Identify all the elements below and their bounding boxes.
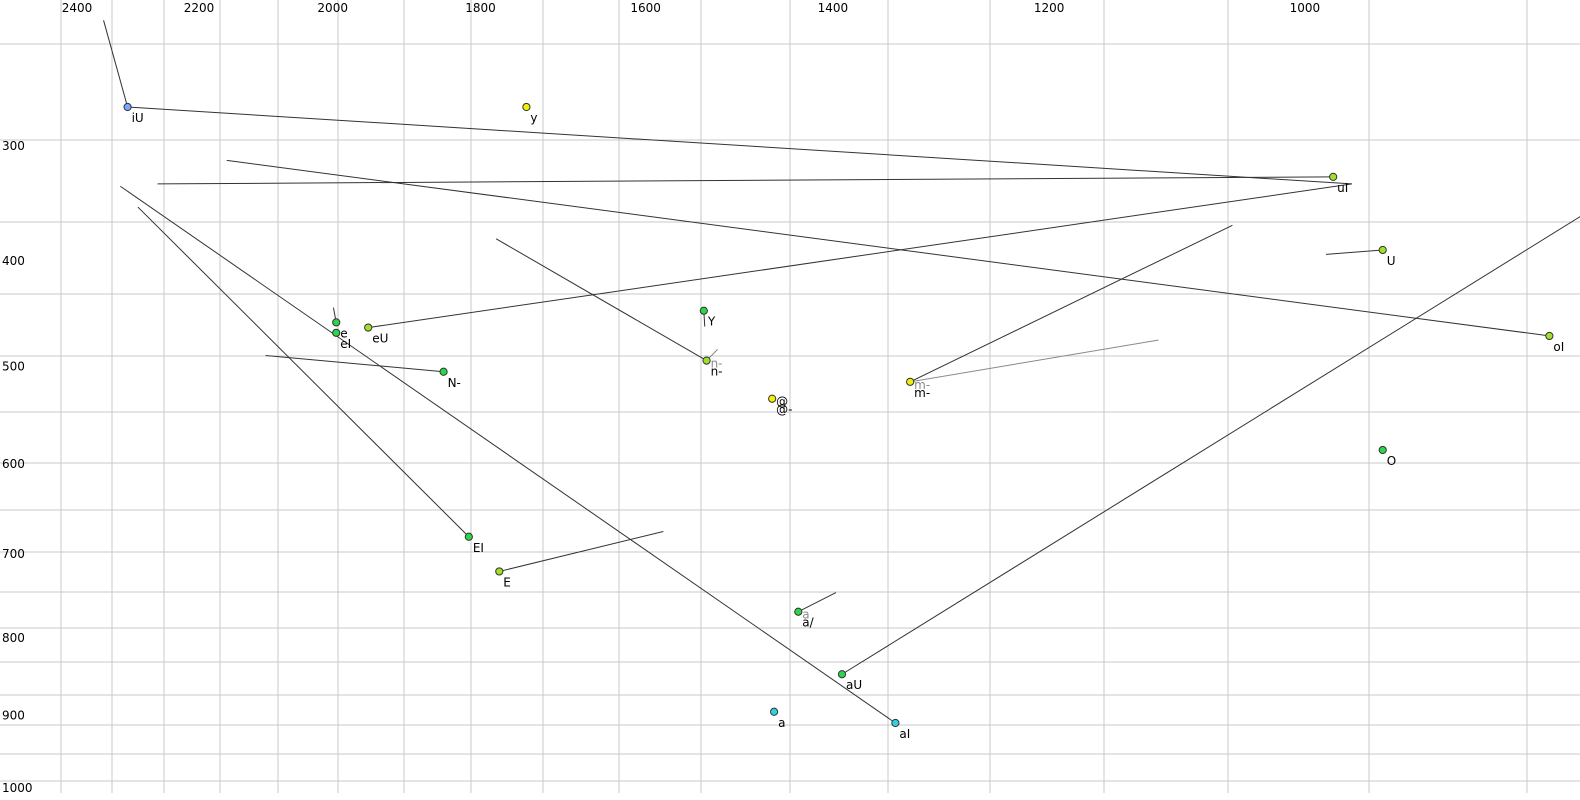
trajectory-a/ [798, 592, 837, 613]
y-tick-label: 900 [2, 709, 25, 723]
secondary-label: a [802, 608, 809, 622]
x-tick-label: 1800 [465, 1, 496, 15]
x-tick-label: 1000 [1290, 1, 1321, 15]
trajectory-U [1326, 249, 1383, 255]
point-Y [699, 306, 708, 315]
trajectory-m- [910, 339, 1159, 383]
trajectory-N- [265, 355, 444, 373]
point-uI [1329, 172, 1338, 181]
points [123, 102, 1554, 728]
point-N- [439, 367, 448, 376]
secondary-label: m- [914, 378, 930, 392]
y-tick-label: 700 [2, 547, 25, 561]
point-label: a/ [802, 616, 814, 630]
y-tick-label: 300 [2, 139, 25, 153]
point-a/ [794, 607, 803, 616]
point-label: @- [776, 403, 792, 417]
point-e [332, 318, 341, 327]
trajectory-uI [157, 176, 1334, 185]
point-EI [464, 532, 473, 541]
y-tick-label: 1000 [2, 781, 33, 795]
trajectory-aU [841, 216, 1580, 675]
trajectory-n- [495, 238, 707, 362]
point-label: EI [473, 541, 484, 555]
point-aI [891, 718, 900, 728]
y-tick-label: 500 [2, 360, 25, 374]
trajectory-aI [120, 185, 896, 724]
x-tick-label: 2000 [317, 1, 348, 15]
point-E [495, 567, 504, 576]
point-label: aI [899, 727, 910, 741]
point-label: oI [1553, 340, 1564, 354]
point-eI [332, 328, 341, 337]
point-label: aU [846, 678, 862, 692]
point-aU [837, 670, 847, 679]
point-n- [702, 356, 711, 365]
x-tick-label: 1600 [630, 1, 661, 15]
point-label: iU [132, 111, 144, 125]
point-U [1378, 245, 1387, 255]
x-tick-label: 2200 [184, 1, 215, 15]
point-label: O [1387, 454, 1396, 468]
trajectory-iU [103, 20, 129, 108]
x-tick-label: 1400 [818, 1, 849, 15]
point-label: N- [448, 376, 461, 390]
point-label: n- [711, 365, 723, 379]
x-tick-label: 1200 [1034, 1, 1065, 15]
point-labels: iUyuIuUeeIeUYoIoN-n-m-@-OEIEa/aUaaIn-m-a… [132, 111, 1565, 741]
point-y [522, 102, 531, 112]
trajectory-iU [127, 106, 1352, 185]
x-tick-label: 2400 [62, 1, 93, 15]
trajectory-m- [909, 224, 1233, 383]
secondary-label: @ [776, 395, 788, 409]
point-m- [906, 377, 915, 386]
point-label: Y [707, 315, 716, 329]
trajectories [103, 20, 1580, 724]
point-eU [364, 323, 373, 332]
y-tick-label: 400 [2, 254, 25, 268]
point-oI [1545, 331, 1554, 341]
point-O [1378, 445, 1387, 455]
trajectory-EI [137, 206, 470, 538]
secondary-label: n- [711, 357, 723, 371]
point-label: eU [372, 332, 388, 346]
point-label: uI [1337, 181, 1348, 195]
point-label: m- [914, 386, 930, 400]
trajectory-E [499, 530, 664, 572]
point-label: a [778, 716, 785, 730]
y-tick-label: 800 [2, 631, 25, 645]
point-@- [768, 394, 777, 403]
y-tick-label: 600 [2, 457, 25, 471]
point-label: e [340, 326, 347, 340]
point-iU [123, 102, 132, 112]
point-label: U [1387, 254, 1396, 268]
trajectory-eU [368, 183, 1352, 329]
point-a [769, 707, 779, 716]
point-label: y [530, 111, 537, 125]
trajectory-oI [226, 159, 1550, 337]
point-label: E [503, 575, 511, 589]
point-label: eI [340, 337, 351, 351]
